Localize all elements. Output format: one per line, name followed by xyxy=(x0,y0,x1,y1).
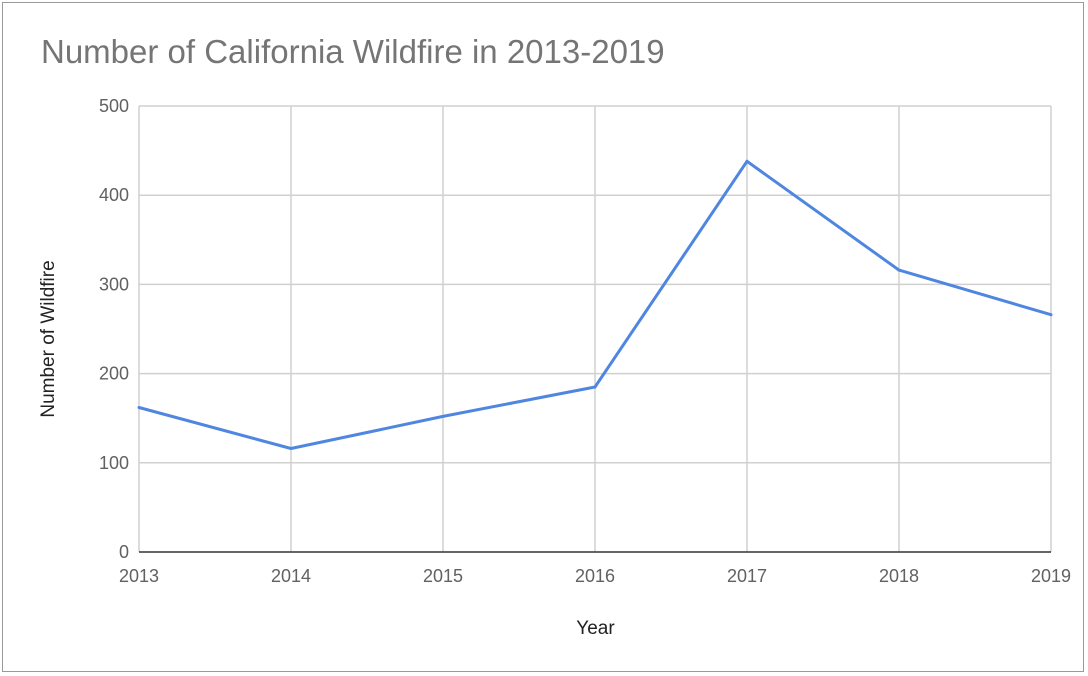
data-points xyxy=(137,159,1053,451)
x-axis-tick-labels: 2013 2014 2015 2016 2017 2018 2019 xyxy=(119,566,1071,586)
x-tick-label: 2013 xyxy=(119,566,159,586)
x-tick-label: 2018 xyxy=(879,566,919,586)
data-point-2016 xyxy=(593,385,597,389)
y-tick-label: 200 xyxy=(99,364,129,384)
data-point-2015 xyxy=(441,414,445,418)
y-tick-label: 400 xyxy=(99,185,129,205)
data-point-2014 xyxy=(289,447,293,451)
y-axis-tick-labels: 0 100 200 300 400 500 xyxy=(99,96,129,562)
x-tick-label: 2014 xyxy=(271,566,311,586)
y-tick-label: 500 xyxy=(99,96,129,116)
x-tick-label: 2016 xyxy=(575,566,615,586)
data-point-2019 xyxy=(1049,313,1053,317)
horizontal-gridlines xyxy=(139,105,1051,464)
x-tick-label: 2017 xyxy=(727,566,767,586)
x-axis-title: Year xyxy=(576,618,615,639)
y-tick-label: 300 xyxy=(99,274,129,294)
y-tick-label: 100 xyxy=(99,453,129,473)
x-tick-label: 2019 xyxy=(1031,566,1071,586)
data-point-2017 xyxy=(745,159,749,163)
chart-title: Number of California Wildfire in 2013-20… xyxy=(41,33,665,70)
y-tick-label: 0 xyxy=(119,542,129,562)
vertical-gridlines xyxy=(138,106,1052,552)
y-axis-title: Number of Wildfire xyxy=(38,260,59,417)
x-tick-label: 2015 xyxy=(423,566,463,586)
data-point-2018 xyxy=(897,268,901,272)
data-point-2013 xyxy=(137,405,141,409)
